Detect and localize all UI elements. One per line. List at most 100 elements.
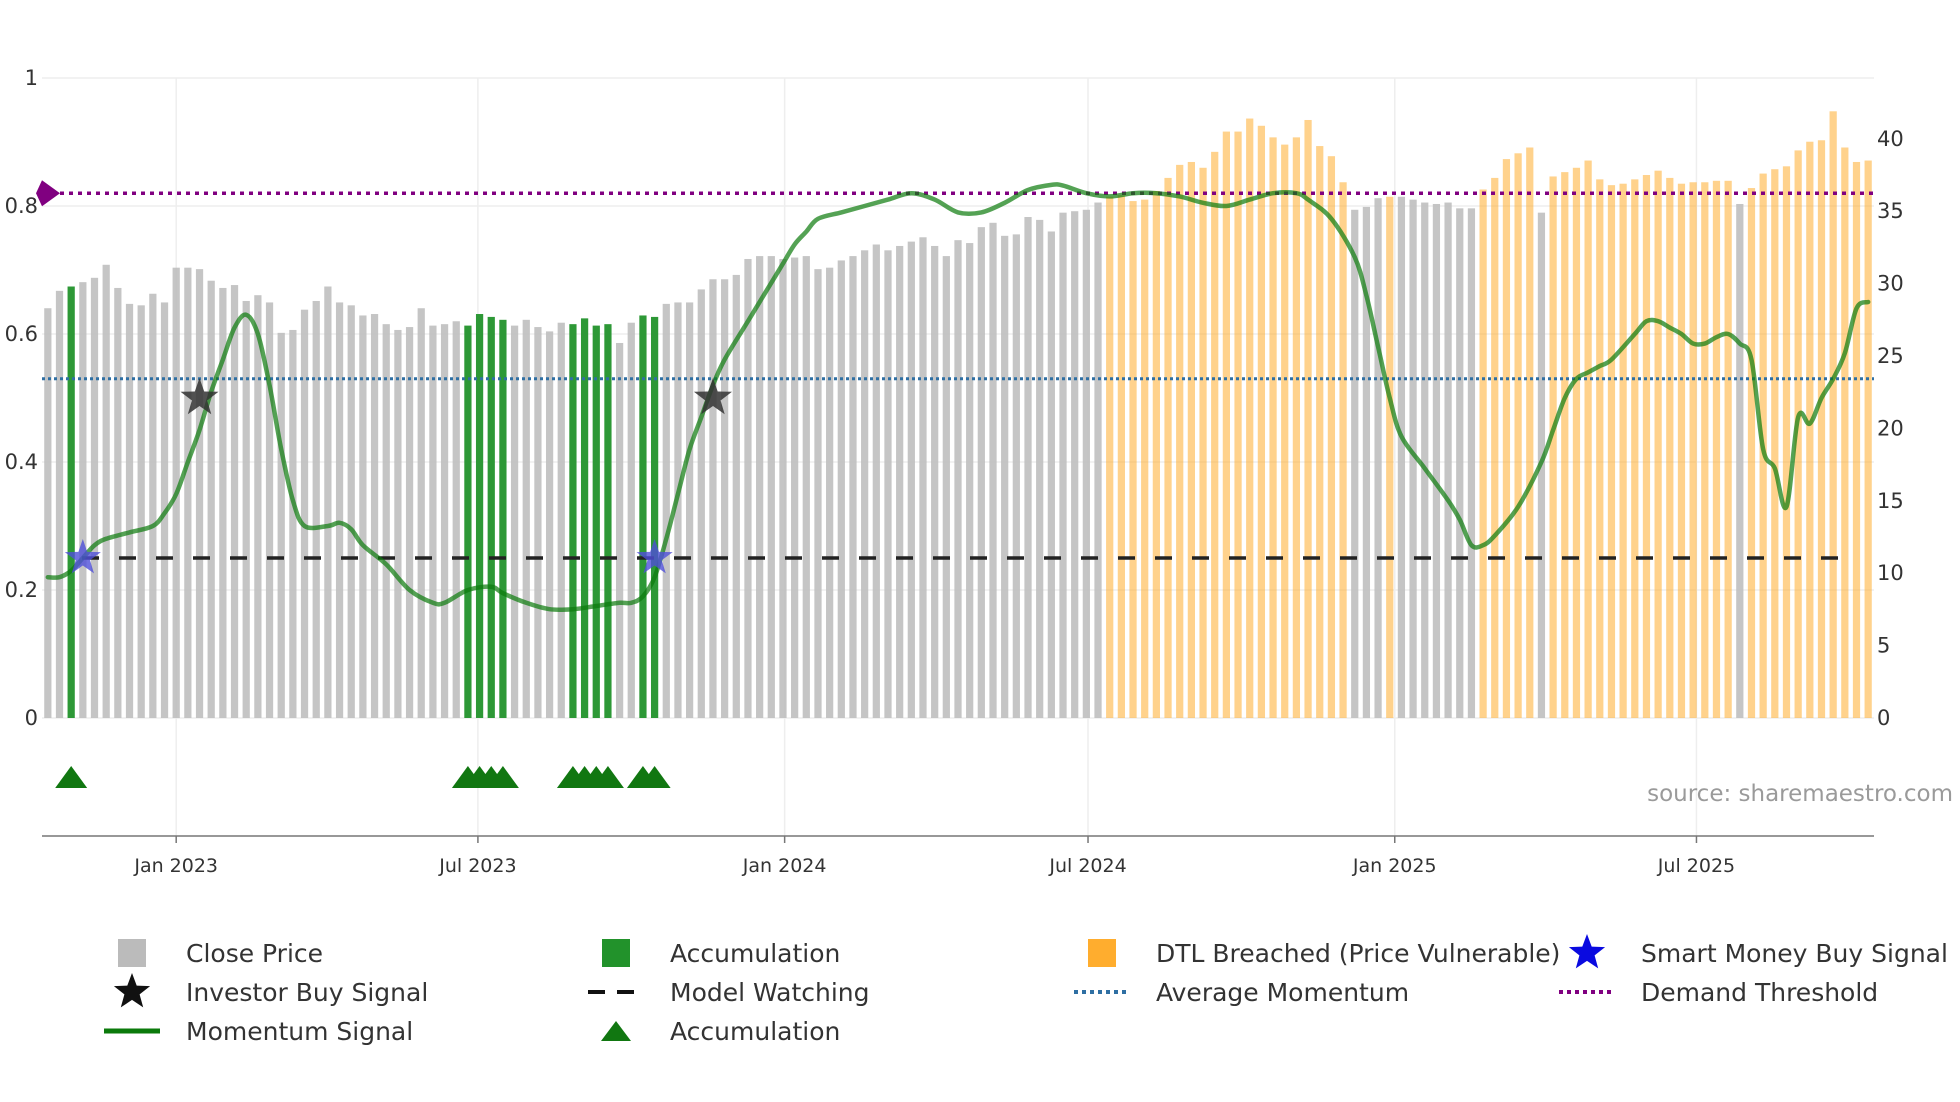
dtl-breached-bar [1386,196,1394,718]
demand-threshold-marker [36,180,60,207]
dtl-breached-bar [1549,176,1557,718]
close-price-bar [394,329,402,718]
close-price-bar [721,279,729,718]
right-axis-tick-label: 30 [1877,272,1904,296]
right-axis-tick-label: 5 [1877,634,1890,658]
dtl-breached-bar [1806,141,1814,719]
x-axis-tick-label: Jul 2024 [1048,855,1126,877]
close-price-bar [1094,202,1102,718]
dtl-breached-bar [1234,131,1242,719]
accumulation-triangle [55,766,88,788]
dtl-breached-bar [1491,177,1499,719]
close-price-bar [744,258,752,718]
x-axis-tick-label: Jan 2024 [742,855,827,877]
close-price-bar [942,256,950,718]
investor-buy-signal-star [693,378,732,415]
close-price-bar [207,280,215,718]
close-price-bar [382,324,390,718]
dtl-breached-bar [1327,156,1336,718]
close-price-bar [1409,199,1417,718]
close-price-bar [1432,203,1441,719]
accumulation-bar [475,314,484,718]
dtl-breached-bar [1292,137,1301,718]
dtl-breached-bar [1269,137,1277,718]
momentum-signal-line [45,182,1871,613]
close-price-bar [686,302,694,718]
accumulation-triangle [486,766,519,788]
close-price-bar [184,267,192,718]
dtl-breached-bar [1222,131,1230,719]
close-price-bar [1397,196,1406,718]
close-price-bar [277,332,285,718]
left-axis-tick-label: 1 [25,66,38,90]
x-axis: Jan 2023 Jul 2023 Jan 2024 Jul 2024 Jan 2025… [42,835,1874,877]
dtl-breached-bar [1129,201,1137,719]
right-axis-tick-label: 25 [1877,344,1904,368]
close-price-bar [709,279,717,718]
close-price-bar [907,241,915,718]
close-price-bar [849,256,857,718]
dtl-breached-bar [1619,183,1627,718]
right-axis-tick-label: 20 [1877,416,1904,440]
dtl-breached-bar [1584,160,1592,718]
accumulation-bar [499,319,507,718]
dtl-breached-bar [1666,177,1674,719]
close-price-bar [697,289,705,718]
dtl-breached-bar [1106,196,1114,718]
dtl-breached-bar [1561,172,1569,718]
close-price-bar [125,303,134,718]
dtl-breached-bar [1246,118,1254,719]
close-price-bar [662,303,670,718]
close-price-bar [861,250,869,719]
accumulation-bar [569,324,577,718]
close-price-bar [1001,235,1009,718]
dtl-breached-bar [1712,180,1721,719]
close-price-bar [826,267,834,718]
close-price-bar [884,250,892,719]
dtl-breached-bar [1829,111,1837,719]
dtl-breached-bar [1852,161,1861,718]
close-price-bar [557,322,565,718]
dtl-breached-bar [1631,179,1639,718]
dtl-breached-bar [1211,151,1219,718]
close-price-bar [1736,203,1744,719]
close-price-bar [230,285,239,718]
right-axis-tick-label: 0 [1877,706,1890,730]
dtl-breached-bar [1607,185,1616,719]
dtl-breached-bar [1502,159,1511,719]
close-price-bar [1444,202,1452,718]
close-price-bar [1351,209,1359,718]
dtl-breached-bar [1794,150,1802,718]
close-price-bar [756,256,764,718]
right-axis-tick-label: 35 [1877,199,1904,223]
dtl-breached-bar [1596,179,1604,718]
left-axis-tick-label: 0.4 [5,450,38,474]
close-price-bar [872,244,880,718]
close-price-bar [1374,198,1382,718]
close-price-bar [779,258,787,718]
dtl-breached-bar [1152,190,1160,719]
dtl-breached-bar [1176,164,1184,719]
close-price-bar [989,222,997,718]
close-price-bar [79,282,87,718]
dtl-breached-bar [1864,160,1872,718]
accumulation-bar [604,324,612,718]
close-price-bar [1036,219,1044,718]
close-price-bar [324,286,332,718]
close-price-bar [954,240,962,719]
close-price-bar [814,269,822,718]
dtl-breached-bar [1141,199,1149,718]
x-axis-tick-label: Jan 2023 [133,855,218,877]
close-price-bar [370,314,379,718]
close-price-bar [265,302,274,718]
dtl-breached-bar [1187,161,1195,718]
dtl-breached-bar [1701,182,1709,718]
close-price-bar [919,237,927,719]
accumulation-bar [650,316,659,718]
close-price-bars [44,111,1872,719]
close-price-bar [347,305,355,718]
dtl-breached-bar [1654,170,1662,718]
close-price-bar [242,300,250,718]
